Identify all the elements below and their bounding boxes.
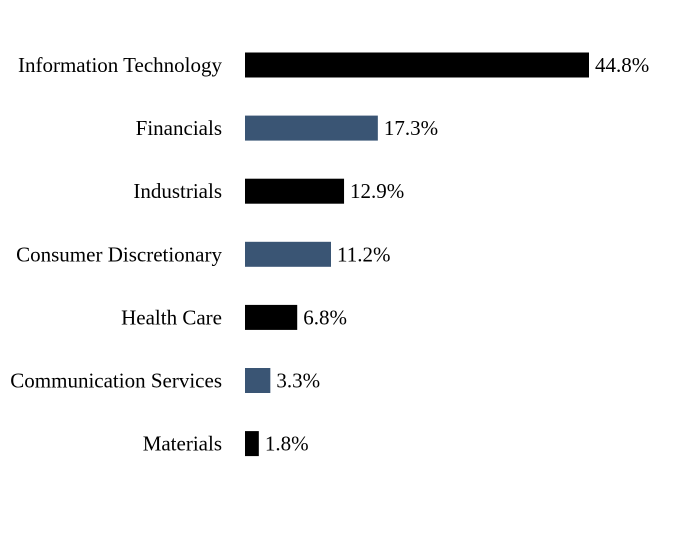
category-label-industrials: Industrials bbox=[133, 179, 222, 203]
bar-materials bbox=[245, 431, 259, 457]
category-label-communication-services: Communication Services bbox=[10, 369, 222, 393]
value-label-information-technology: 44.8% bbox=[595, 53, 649, 77]
bars bbox=[245, 52, 589, 457]
bar-financials bbox=[245, 115, 378, 141]
value-label-communication-services: 3.3% bbox=[276, 369, 320, 393]
value-label-materials: 1.8% bbox=[265, 432, 309, 456]
bar-communication-services bbox=[245, 368, 271, 393]
value-label-consumer-discretionary: 11.2% bbox=[337, 242, 390, 266]
category-label-information-technology: Information Technology bbox=[18, 53, 223, 77]
category-label-materials: Materials bbox=[143, 432, 222, 456]
value-labels: 44.8% 17.3% 12.9% 11.2% 6.8% 3.3% 1.8% bbox=[265, 53, 649, 456]
category-labels: Information Technology Financials Industri… bbox=[10, 53, 222, 456]
category-label-consumer-discretionary: Consumer Discretionary bbox=[16, 242, 222, 266]
bar-health-care bbox=[245, 304, 298, 330]
bar-information-technology bbox=[245, 52, 589, 78]
value-label-financials: 17.3% bbox=[384, 116, 438, 140]
category-label-financials: Financials bbox=[136, 116, 222, 140]
value-label-industrials: 12.9% bbox=[350, 179, 404, 203]
value-label-health-care: 6.8% bbox=[303, 305, 347, 329]
bar-consumer-discretionary bbox=[245, 241, 331, 267]
bar-industrials bbox=[245, 178, 345, 204]
category-label-health-care: Health Care bbox=[121, 305, 222, 329]
